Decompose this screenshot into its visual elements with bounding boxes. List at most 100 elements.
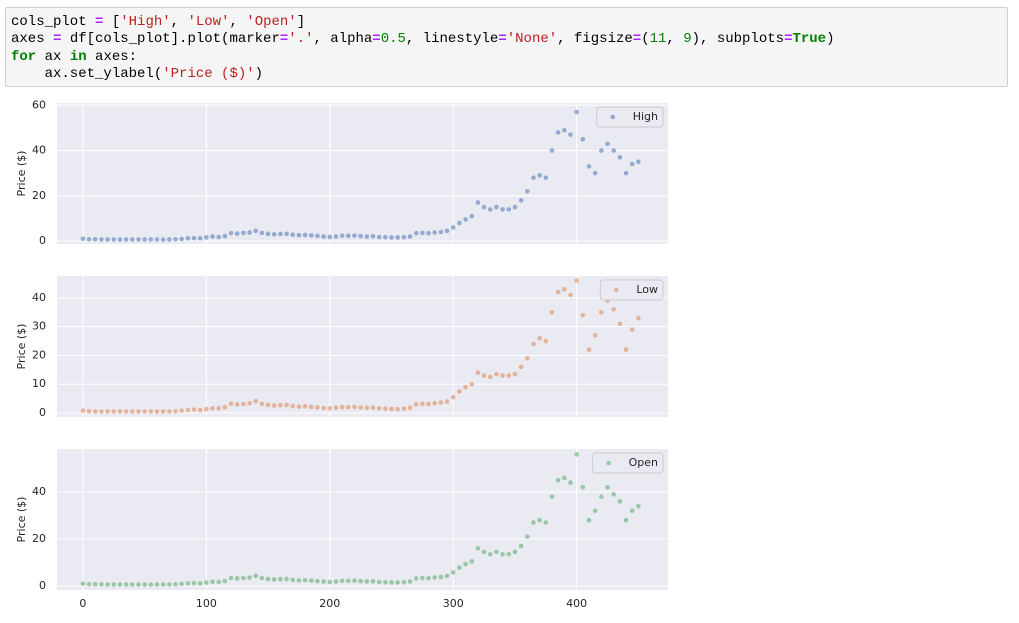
point — [389, 235, 394, 240]
point — [358, 578, 363, 584]
point — [92, 582, 98, 587]
point — [241, 401, 246, 407]
point — [210, 579, 215, 585]
point — [358, 405, 363, 410]
point — [216, 406, 221, 411]
x-tick-label: 400 — [566, 597, 587, 610]
point — [629, 161, 635, 167]
point — [469, 213, 475, 219]
token: 'Price ($)' — [162, 65, 255, 82]
token: , alpha — [313, 31, 373, 48]
point — [160, 237, 166, 242]
point — [599, 309, 604, 315]
point — [518, 543, 524, 549]
point — [129, 582, 135, 587]
point — [204, 580, 209, 585]
point — [123, 237, 129, 242]
point — [321, 405, 326, 411]
point — [617, 155, 623, 160]
legend-marker — [614, 287, 619, 293]
code-cell[interactable]: cols_plot = ['High', 'Low', 'Open'] axes… — [5, 7, 1008, 87]
x-tick-label: 300 — [443, 597, 464, 610]
point — [463, 217, 468, 222]
point — [154, 409, 160, 414]
y-tick-label: 30 — [32, 320, 46, 333]
point — [487, 207, 493, 212]
token: ) — [826, 31, 835, 48]
point — [555, 130, 561, 135]
point — [247, 400, 252, 406]
point — [364, 579, 370, 584]
token: for — [11, 48, 37, 65]
x-tick-label: 100 — [196, 597, 217, 610]
code: cols_plot = ['High', 'Low', 'Open'] axes… — [6, 8, 1007, 89]
token: 'High' — [120, 14, 171, 30]
point — [475, 200, 481, 205]
point — [321, 579, 326, 584]
point — [302, 577, 308, 583]
y-axis-label: Price ($) — [15, 151, 28, 197]
point — [352, 578, 357, 583]
token: , — [229, 14, 247, 30]
point — [549, 309, 555, 315]
token: ) — [254, 65, 264, 82]
point — [92, 236, 98, 242]
point — [580, 312, 586, 318]
point — [475, 546, 481, 551]
point — [512, 204, 518, 210]
plot-area — [57, 103, 668, 244]
point — [160, 582, 166, 587]
legend-box — [599, 279, 664, 301]
point — [592, 332, 598, 338]
point — [383, 406, 388, 411]
legend: Open — [592, 452, 664, 474]
point — [376, 406, 382, 411]
point — [500, 551, 505, 557]
point — [290, 232, 296, 238]
point — [253, 573, 259, 579]
legend-box — [596, 106, 664, 128]
point — [148, 409, 154, 414]
point — [142, 237, 147, 242]
point — [611, 148, 616, 153]
token: = — [498, 31, 507, 48]
point — [383, 579, 388, 585]
point — [253, 228, 259, 234]
point — [333, 405, 339, 411]
point — [99, 409, 104, 414]
token: = — [95, 14, 104, 30]
y-tick-label: 40 — [32, 291, 46, 304]
point — [265, 231, 271, 237]
point — [86, 581, 92, 587]
y-axis-label: Price ($) — [15, 324, 28, 370]
token: axes — [11, 31, 54, 48]
y-tick-label: 40 — [32, 485, 46, 498]
point — [284, 576, 289, 582]
point — [500, 207, 505, 212]
point — [401, 579, 407, 585]
point — [500, 373, 505, 378]
token: = — [279, 31, 289, 48]
point — [389, 580, 394, 585]
y-tick-label: 0 — [39, 406, 46, 419]
point — [86, 236, 92, 242]
point — [105, 582, 110, 587]
point — [315, 233, 320, 239]
point — [531, 175, 536, 180]
point — [401, 406, 407, 411]
point — [167, 582, 172, 587]
point — [432, 230, 438, 235]
point — [524, 534, 530, 539]
point — [197, 581, 203, 586]
point — [265, 402, 271, 408]
token: 'Open' — [246, 14, 297, 30]
token: ax.set_ylabel( — [11, 65, 163, 82]
point — [222, 233, 228, 239]
point — [469, 559, 475, 564]
y-tick-label: 0 — [39, 234, 46, 247]
point — [136, 237, 141, 242]
point — [636, 315, 641, 321]
point — [580, 136, 586, 142]
point — [315, 405, 320, 410]
point — [395, 580, 400, 585]
